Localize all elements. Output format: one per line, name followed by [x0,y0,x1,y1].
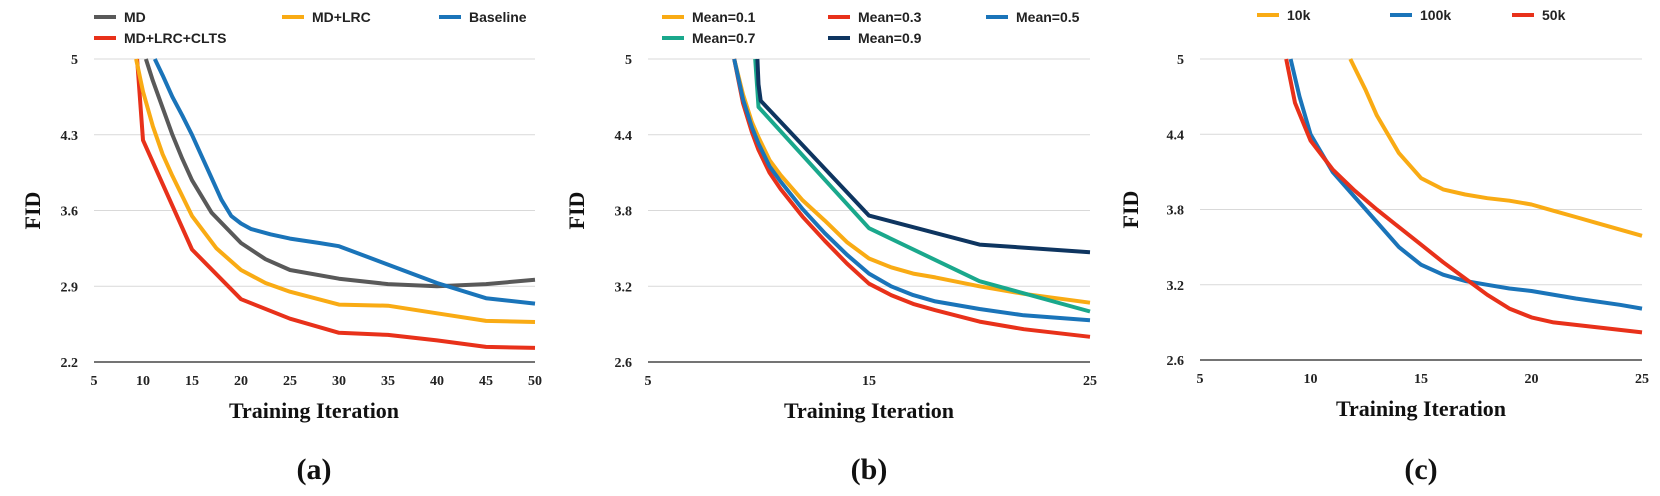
x-tick-label: 25 [1635,372,1649,387]
x-tick-label: 40 [430,374,444,389]
series-line [755,58,1091,255]
y-tick-label: 2.2 [61,356,79,371]
chart-panel-3: 2.6 3.2 3.8 4.4 5 5 10 15 20 25 Training Iteration… [1118,7,1649,486]
x-tick-label: 50 [528,374,542,389]
y-tick-label: 3.8 [615,205,633,220]
panel-label: (a) [297,453,332,486]
x-tick-label: 20 [1525,372,1539,387]
series-line [143,58,536,289]
legend-label: 100k [1420,7,1451,23]
y-tick-label: 4.4 [615,129,633,144]
x-tick-label: 15 [862,374,876,389]
panel-label: (b) [851,453,888,486]
series-line [732,58,1091,339]
x-tick-label: 25 [1083,374,1097,389]
y-tick-label: 5 [1177,53,1184,68]
y-axis-title: FID [564,192,589,230]
x-tick-label: 30 [332,374,346,389]
series-line [1288,58,1643,311]
legend-label: Baseline [469,9,527,25]
y-tick-label: 2.9 [61,280,79,295]
x-tick-label: 10 [1304,372,1318,387]
series-line [152,58,536,306]
x-tick-label: 5 [91,374,98,389]
series-line [1348,58,1643,238]
chart-panel-2: 2.6 3.2 3.8 4.4 5 5 15 25 Training Iteration FID M… [564,9,1097,486]
y-tick-label: 3.8 [1167,204,1185,219]
legend-label: Mean=0.7 [692,30,756,46]
x-tick-label: 20 [234,374,248,389]
series-line [135,58,536,350]
series-line [732,58,1091,323]
x-tick-label: 45 [479,374,493,389]
legend-label: Mean=0.1 [692,9,756,25]
y-tick-label: 3.2 [1167,279,1185,294]
y-tick-label: 5 [625,53,632,68]
y-tick-label: 4.4 [1167,128,1185,143]
series-line [1284,58,1643,335]
x-tick-label: 10 [136,374,150,389]
x-axis-title: Training Iteration [784,398,954,423]
x-tick-label: 5 [645,374,652,389]
y-tick-label: 4.3 [61,129,79,144]
legend-label: Mean=0.3 [858,9,922,25]
legend-label: MD [124,9,146,25]
y-axis-title: FID [20,192,45,230]
series-line [732,58,1091,305]
x-axis-title: Training Iteration [229,398,399,423]
y-tick-label: 5 [71,53,78,68]
legend-label: MD+LRC+CLTS [124,30,226,46]
x-tick-label: 15 [185,374,199,389]
y-tick-label: 2.6 [615,356,633,371]
panel-label: (c) [1404,453,1437,486]
legend-label: 10k [1287,7,1311,23]
y-axis-title: FID [1118,191,1143,229]
x-tick-label: 5 [1197,372,1204,387]
legend-label: 50k [1542,7,1566,23]
x-tick-label: 15 [1414,372,1428,387]
x-tick-label: 35 [381,374,395,389]
series-line [134,58,536,324]
y-tick-label: 3.6 [61,205,79,220]
x-tick-label: 25 [283,374,297,389]
y-tick-label: 3.2 [615,280,633,295]
legend-label: MD+LRC [312,9,371,25]
y-tick-label: 2.6 [1167,354,1185,369]
x-axis-title: Training Iteration [1336,396,1506,421]
legend-label: Mean=0.9 [858,30,922,46]
legend-label: Mean=0.5 [1016,9,1080,25]
chart-panel-1: 2.2 2.9 3.6 4.3 5 5 10 15 20 25 30 35 40 45 50 Training… [20,9,542,486]
